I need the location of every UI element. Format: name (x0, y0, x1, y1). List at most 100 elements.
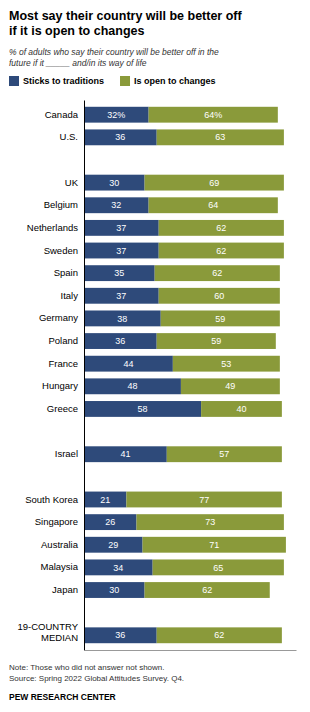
data-label: 62 (212, 268, 222, 278)
y-tick: Israel (55, 448, 84, 459)
legend-label: Is open to changes (134, 76, 216, 86)
y-tick: Greece (47, 403, 84, 414)
y-tick-label: South Korea (25, 494, 79, 505)
text-line: Source: Spring 2022 Global Attitudes Sur… (9, 674, 184, 683)
x-axis-line (85, 650, 297, 651)
bar (167, 446, 282, 462)
data-label: 26 (105, 517, 115, 527)
data-label: 58 (138, 404, 148, 414)
bar (84, 537, 143, 553)
y-tick: Sweden (44, 245, 84, 256)
data-label: 37 (116, 291, 126, 301)
bar (145, 175, 284, 191)
y-tick: Canada (45, 109, 84, 120)
data-label: 73 (205, 517, 215, 527)
data-label: 77 (199, 495, 209, 505)
bar (159, 220, 284, 236)
bar (126, 492, 281, 508)
text-line: 19-COUNTRY (17, 621, 78, 632)
text-line: future if it _____ and/in its way of lif… (9, 58, 147, 68)
data-label: 64 (208, 200, 218, 210)
y-tick: Germany (39, 312, 84, 323)
bar (84, 333, 157, 349)
data-label: 62 (202, 585, 212, 595)
data-label: 62 (216, 246, 226, 256)
data-label: 65 (213, 563, 223, 573)
legend: Sticks to traditions Is open to changes (9, 76, 216, 86)
bar (157, 627, 282, 643)
y-tick-label: Malaysia (41, 561, 79, 572)
subtitle: % of adults who say their country will b… (9, 47, 219, 68)
bar (136, 514, 283, 530)
data-label: 59 (211, 336, 221, 346)
data-label: 36 (115, 336, 125, 346)
text-line: if it is open to changes (9, 24, 144, 38)
data-label: 37 (116, 223, 126, 233)
bar (84, 220, 159, 236)
y-tick: Poland (48, 335, 84, 346)
bar (84, 401, 201, 417)
title: Most say their country will be better of… (9, 9, 243, 38)
data-label: 29 (108, 540, 118, 550)
data-label: 35 (114, 268, 124, 278)
data-label: 53 (221, 359, 231, 369)
data-label: 32% (107, 110, 125, 120)
y-tick-label: Sweden (44, 245, 78, 256)
bar (84, 492, 126, 508)
y-tick-label: U.S. (60, 131, 78, 142)
bar (155, 265, 280, 281)
data-label: 62 (214, 630, 224, 640)
y-tick-label: Italy (61, 290, 79, 301)
bar (157, 129, 284, 145)
y-tick: 19-COUNTRYMEDIAN (17, 621, 84, 643)
bar (143, 537, 286, 553)
data-label: 30 (109, 585, 119, 595)
y-axis: CanadaU.S.UKBelgiumNetherlandsSwedenSpai… (17, 101, 84, 651)
chart: Most say their country will be better of… (0, 0, 310, 712)
bars (84, 107, 286, 643)
bar (149, 197, 278, 213)
y-axis-line (84, 101, 85, 651)
y-tick-label: Greece (47, 403, 78, 414)
y-tick-label: Japan (52, 584, 78, 595)
data-label: 64% (204, 110, 222, 120)
bar (145, 582, 270, 598)
bar (84, 356, 173, 372)
y-tick-label: France (48, 358, 78, 369)
y-tick-label: Netherlands (27, 222, 78, 233)
data-label: 38 (117, 314, 127, 324)
y-tick: UK (65, 177, 84, 188)
data-label: 57 (219, 449, 229, 459)
data-label: 69 (209, 178, 219, 188)
note: Note: Those who did not answer not shown… (9, 663, 184, 683)
bar (149, 107, 278, 123)
bar (84, 265, 155, 281)
legend-item: Sticks to traditions (9, 76, 104, 86)
bar (153, 559, 284, 575)
data-label: 71 (209, 540, 219, 550)
bar (84, 175, 145, 191)
bar (84, 514, 136, 530)
bar (181, 378, 280, 394)
bar (84, 197, 149, 213)
text-line: % of adults who say their country will b… (9, 47, 219, 57)
data-labels: 32%64%3663306932643762376235623760385936… (100, 110, 246, 641)
bar (159, 243, 284, 259)
y-tick-label: Canada (45, 109, 79, 120)
legend-item: Is open to changes (120, 76, 216, 86)
bar (84, 129, 157, 145)
bar (84, 288, 159, 304)
y-tick-label: UK (65, 177, 79, 188)
data-label: 36 (115, 630, 125, 640)
data-label: 21 (100, 495, 110, 505)
bar (84, 582, 145, 598)
data-label: 41 (120, 449, 130, 459)
bar (84, 378, 181, 394)
y-tick: Hungary (42, 380, 84, 391)
data-label: 62 (216, 223, 226, 233)
y-tick-label: Australia (41, 539, 79, 550)
y-tick: Netherlands (27, 222, 84, 233)
data-label: 30 (109, 178, 119, 188)
y-tick-label: Singapore (35, 516, 78, 527)
bar (84, 107, 149, 123)
